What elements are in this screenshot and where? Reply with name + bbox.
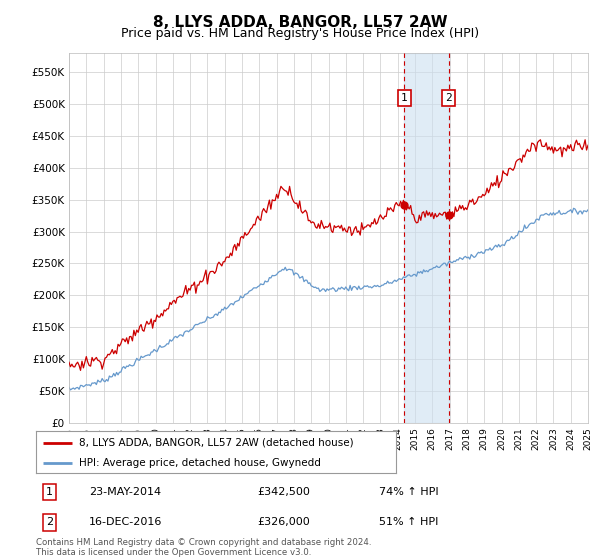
Text: 2: 2	[46, 517, 53, 528]
Text: 51% ↑ HPI: 51% ↑ HPI	[379, 517, 439, 528]
Text: HPI: Average price, detached house, Gwynedd: HPI: Average price, detached house, Gwyn…	[79, 458, 321, 468]
Text: £326,000: £326,000	[258, 517, 311, 528]
Text: 8, LLYS ADDA, BANGOR, LL57 2AW: 8, LLYS ADDA, BANGOR, LL57 2AW	[152, 15, 448, 30]
Bar	[404, 53, 449, 423]
Text: 1: 1	[401, 93, 407, 103]
Text: 23-MAY-2014: 23-MAY-2014	[89, 487, 161, 497]
Text: 8, LLYS ADDA, BANGOR, LL57 2AW (detached house): 8, LLYS ADDA, BANGOR, LL57 2AW (detached…	[79, 437, 354, 447]
Text: Price paid vs. HM Land Registry's House Price Index (HPI): Price paid vs. HM Land Registry's House …	[121, 27, 479, 40]
Text: 16-DEC-2016: 16-DEC-2016	[89, 517, 162, 528]
Text: Contains HM Land Registry data © Crown copyright and database right 2024.
This d: Contains HM Land Registry data © Crown c…	[36, 538, 371, 557]
Text: 1: 1	[46, 487, 53, 497]
Text: £342,500: £342,500	[258, 487, 311, 497]
Text: 74% ↑ HPI: 74% ↑ HPI	[379, 487, 439, 497]
Text: 2: 2	[446, 93, 452, 103]
